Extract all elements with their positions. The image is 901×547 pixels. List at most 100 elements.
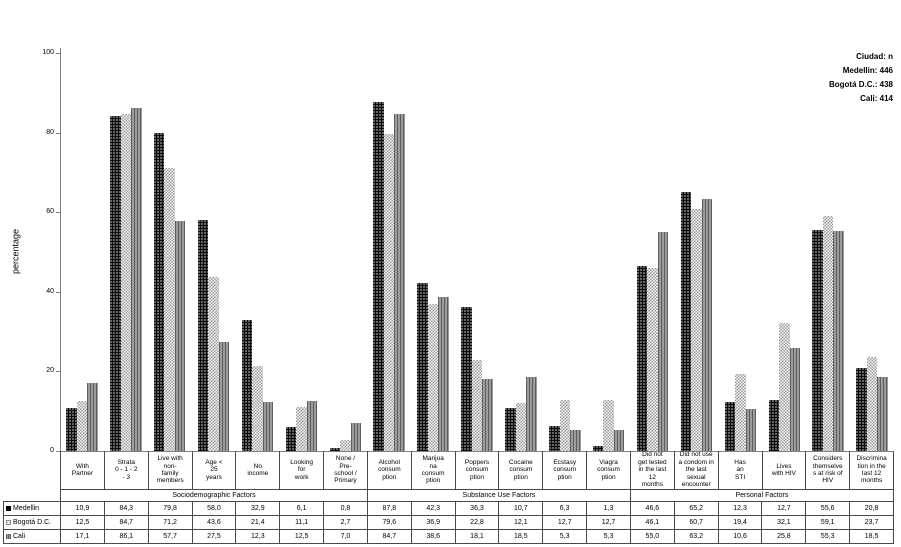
bar (461, 306, 472, 451)
table-cell: 22,8 (455, 516, 500, 530)
series-name: Cali (13, 533, 26, 540)
table-cell: 18,5 (850, 530, 894, 544)
table-cell: 84,7 (367, 530, 412, 544)
bar (724, 402, 736, 451)
series-name: Bogotá D.C. (13, 519, 52, 526)
table-cell: 5,3 (587, 530, 631, 544)
table-cell: 6,3 (543, 502, 588, 516)
table-cell: 18,1 (455, 530, 500, 544)
table-cell: 12,1 (499, 516, 544, 530)
table-cell: 79,6 (367, 516, 412, 530)
note-line-medellin: Medellin: 446 (842, 66, 893, 75)
category-label: Discrimina tion in the last 12 months (850, 451, 895, 489)
bar-group (718, 53, 762, 451)
bar (877, 377, 888, 451)
bar (350, 423, 362, 451)
y-tick-mark (56, 212, 60, 214)
category-label: Viagra consum ption (587, 451, 631, 489)
bar (613, 429, 625, 451)
series-row-header: Cali (4, 530, 61, 544)
table-cell: 25,8 (762, 530, 807, 544)
table-cell: 10,9 (61, 502, 105, 516)
bar (691, 209, 702, 451)
city-sample-size-note: Ciudad: n Medellin: 446 Bogotá D.C.: 438… (829, 50, 893, 106)
category-label: Live with non- family members (149, 451, 193, 489)
bar (657, 232, 669, 451)
series-key-swatch (6, 506, 11, 511)
bar-group (104, 53, 148, 451)
bar-group (587, 53, 631, 451)
bar (789, 348, 800, 451)
bar (197, 220, 209, 451)
table-cell: 57,7 (148, 530, 193, 544)
group-label: Sociodemographic Factors (61, 490, 368, 501)
bar (383, 134, 395, 451)
bar (549, 425, 560, 451)
table-cell: 55,0 (630, 530, 675, 544)
bar (768, 400, 779, 451)
bar (218, 341, 230, 451)
table-cell: 71,2 (148, 516, 193, 530)
bar-group (367, 53, 411, 451)
category-label: Did not use a condom in the last sexual … (675, 451, 719, 489)
category-label: Alcohol consum ption (368, 451, 412, 489)
bar (701, 199, 713, 451)
y-axis-label: percentage (10, 228, 21, 275)
table-cell: 11,1 (280, 516, 325, 530)
table-cell: 32,9 (236, 502, 281, 516)
bar-group (279, 53, 323, 451)
y-tick-mark (56, 53, 60, 54)
bar (285, 426, 297, 451)
bar (208, 277, 219, 451)
bar (164, 167, 175, 451)
table-cell: 79,8 (148, 502, 193, 516)
table-cell: 55,3 (806, 530, 851, 544)
bar (340, 440, 351, 451)
category-label: Cocaine consum ption (499, 451, 544, 489)
bar-group (192, 53, 236, 451)
category-label: Ecstasy consum ption (543, 451, 588, 489)
category-label: Looking for work (280, 451, 325, 489)
y-tick-mark (56, 371, 60, 373)
table-cell: 2,7 (324, 516, 368, 530)
bar (131, 108, 142, 451)
table-cell: 0,8 (324, 502, 368, 516)
bar (822, 215, 834, 451)
category-label: Did not get tested in the last 12 months (631, 451, 675, 489)
table-cell: 42,3 (411, 502, 456, 516)
category-label: Has an STI (719, 451, 763, 489)
bar-group (631, 53, 675, 451)
category-label: Lives with HIV (763, 451, 807, 489)
table-cell: 12,3 (718, 502, 763, 516)
bar (471, 360, 483, 451)
bar (866, 356, 878, 451)
group-label: Substance Use Factors (368, 490, 631, 501)
bar (252, 365, 263, 451)
table-cell: 55,6 (806, 502, 851, 516)
bar (603, 400, 614, 451)
table-cell: 84,3 (104, 502, 149, 516)
note-line-bogota: Bogotá D.C.: 438 (828, 80, 893, 89)
y-axis-line (60, 48, 61, 451)
bar (592, 445, 604, 451)
table-cell: 1,3 (587, 502, 631, 516)
bar (329, 447, 341, 451)
bar (833, 230, 844, 451)
bar (856, 368, 867, 451)
factor-group-row: Sociodemographic Factors Substance Use Fa… (60, 490, 894, 501)
bar (526, 377, 537, 451)
y-tick-mark (56, 451, 60, 452)
bar (427, 304, 439, 451)
table-cell: 63,2 (674, 530, 719, 544)
bar (87, 382, 98, 451)
table-cell: 20,8 (850, 502, 894, 516)
bar-group (762, 53, 806, 451)
y-tick-label: 80 (46, 128, 54, 136)
bar (153, 133, 165, 451)
table-cell: 27,5 (192, 530, 237, 544)
table-cell: 10,6 (718, 530, 763, 544)
group-label: Personal Factors (631, 490, 894, 501)
table-cell: 12,7 (587, 516, 631, 530)
y-tick-label: 100 (42, 49, 54, 56)
bar-group (499, 53, 543, 451)
